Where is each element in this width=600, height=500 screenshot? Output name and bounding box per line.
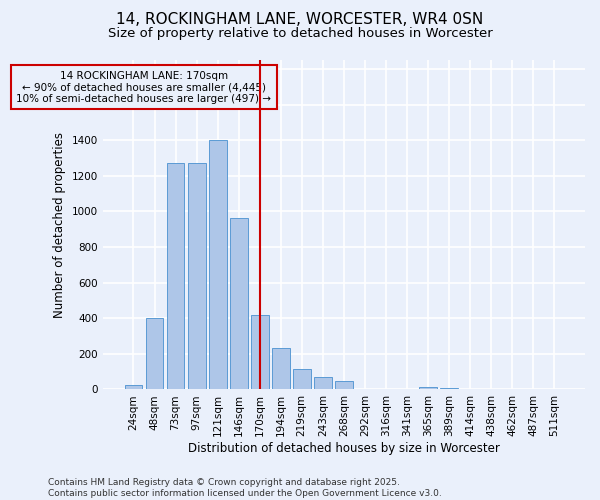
- Text: 14, ROCKINGHAM LANE, WORCESTER, WR4 0SN: 14, ROCKINGHAM LANE, WORCESTER, WR4 0SN: [116, 12, 484, 28]
- Bar: [188, 164, 206, 390]
- Bar: [440, 388, 458, 390]
- Bar: [146, 318, 163, 390]
- Bar: [125, 385, 142, 390]
- Bar: [167, 164, 184, 390]
- Text: Size of property relative to detached houses in Worcester: Size of property relative to detached ho…: [107, 28, 493, 40]
- Text: 14 ROCKINGHAM LANE: 170sqm
← 90% of detached houses are smaller (4,445)
10% of s: 14 ROCKINGHAM LANE: 170sqm ← 90% of deta…: [16, 70, 271, 104]
- Bar: [272, 348, 290, 390]
- Bar: [251, 314, 269, 390]
- Bar: [314, 377, 332, 390]
- Bar: [230, 218, 248, 390]
- Y-axis label: Number of detached properties: Number of detached properties: [53, 132, 66, 318]
- Bar: [293, 369, 311, 390]
- Bar: [209, 140, 227, 390]
- X-axis label: Distribution of detached houses by size in Worcester: Distribution of detached houses by size …: [188, 442, 500, 455]
- Text: Contains HM Land Registry data © Crown copyright and database right 2025.
Contai: Contains HM Land Registry data © Crown c…: [48, 478, 442, 498]
- Bar: [419, 387, 437, 390]
- Bar: [335, 380, 353, 390]
